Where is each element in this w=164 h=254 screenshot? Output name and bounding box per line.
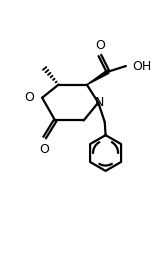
Text: O: O <box>24 91 34 104</box>
Text: O: O <box>95 39 105 52</box>
Text: O: O <box>40 143 50 156</box>
Polygon shape <box>87 70 109 85</box>
Text: OH: OH <box>132 59 152 73</box>
Text: N: N <box>94 96 104 109</box>
